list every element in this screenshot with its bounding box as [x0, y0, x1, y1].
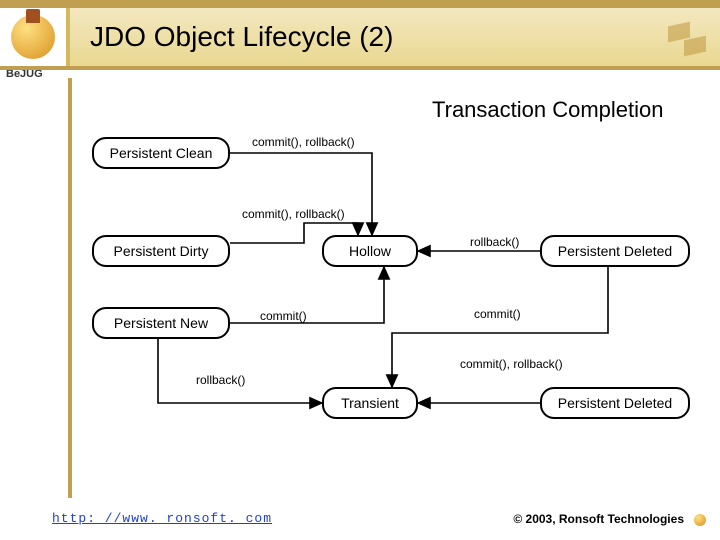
header-deco-icon	[660, 22, 712, 58]
header-accent-bar	[0, 0, 720, 8]
edge-pnew-hollow	[230, 267, 384, 323]
slide-header: BeJUG JDO Object Lifecycle (2)	[0, 0, 720, 78]
lifecycle-diagram: Transaction Completion Persistent Clean P…	[72, 85, 712, 495]
state-pdel1: Persistent Deleted	[540, 235, 690, 267]
state-transient: Transient	[322, 387, 418, 419]
footer-link[interactable]: http: //www. ronsoft. com	[52, 511, 272, 526]
edge-label-6: rollback()	[196, 373, 245, 387]
edge-label-0: commit(), rollback()	[252, 135, 355, 149]
footer-copyright: © 2003, Ronsoft Technologies	[513, 512, 684, 526]
state-pdel2: Persistent Deleted	[540, 387, 690, 419]
header-main: BeJUG JDO Object Lifecycle (2)	[0, 8, 720, 66]
header-underline	[0, 66, 720, 70]
logo-area: BeJUG	[0, 8, 70, 66]
edge-pnew-transient	[158, 339, 322, 403]
state-hollow: Hollow	[322, 235, 418, 267]
section-title: Transaction Completion	[432, 97, 664, 123]
edge-pclean-hollow	[230, 153, 372, 235]
state-pdirty: Persistent Dirty	[92, 235, 230, 267]
edge-label-2: rollback()	[470, 235, 519, 249]
footer-logo-icon	[694, 514, 706, 526]
edge-label-1: commit(), rollback()	[242, 207, 345, 221]
edge-label-4: commit()	[474, 307, 521, 321]
logo-icon	[11, 15, 55, 59]
state-pclean: Persistent Clean	[92, 137, 230, 169]
page-title: JDO Object Lifecycle (2)	[90, 21, 393, 53]
edge-label-5: commit(), rollback()	[460, 357, 563, 371]
state-pnew: Persistent New	[92, 307, 230, 339]
edge-label-3: commit()	[260, 309, 307, 323]
